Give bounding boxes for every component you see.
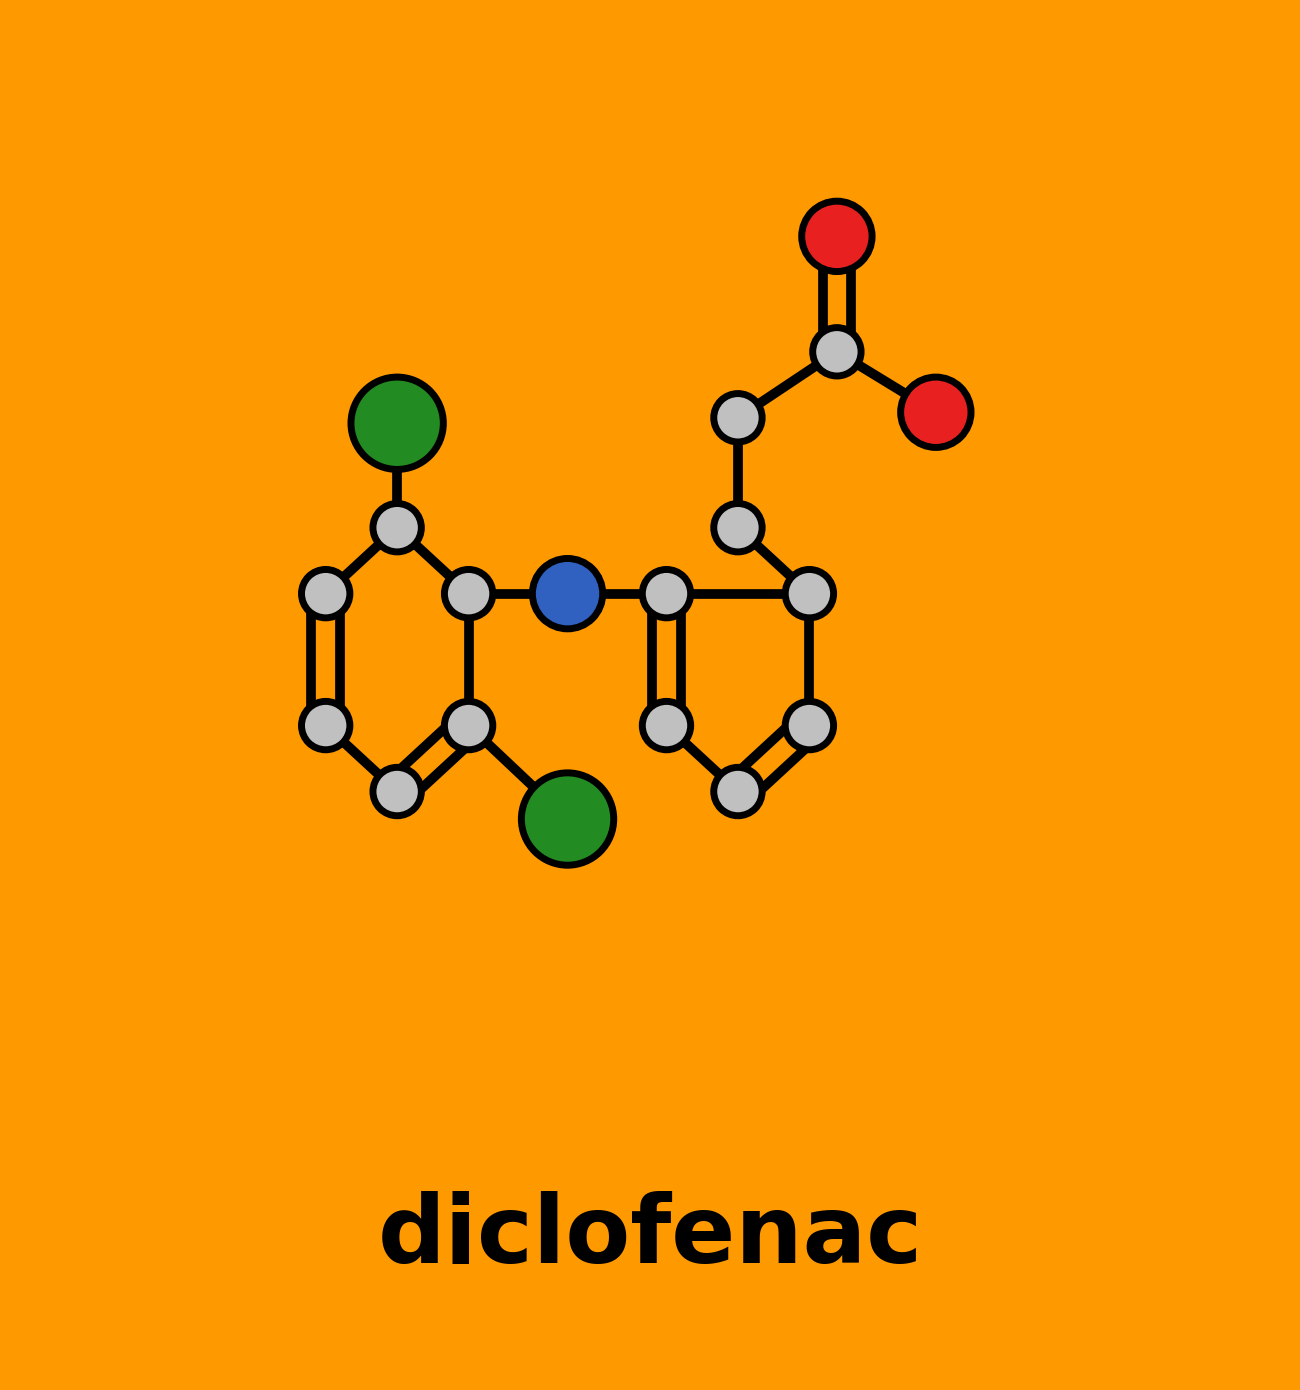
Circle shape bbox=[642, 570, 690, 617]
Circle shape bbox=[351, 377, 443, 470]
Circle shape bbox=[521, 773, 614, 865]
Circle shape bbox=[302, 702, 350, 749]
Circle shape bbox=[812, 328, 861, 375]
Circle shape bbox=[373, 767, 421, 816]
Circle shape bbox=[901, 377, 971, 448]
Circle shape bbox=[714, 767, 762, 816]
Circle shape bbox=[533, 559, 603, 628]
Text: diclofenac: diclofenac bbox=[377, 1191, 923, 1283]
Circle shape bbox=[445, 570, 493, 617]
Circle shape bbox=[445, 702, 493, 749]
Circle shape bbox=[642, 702, 690, 749]
Circle shape bbox=[785, 702, 833, 749]
Circle shape bbox=[373, 503, 421, 552]
Circle shape bbox=[714, 503, 762, 552]
Circle shape bbox=[714, 393, 762, 442]
Circle shape bbox=[802, 202, 872, 271]
Circle shape bbox=[785, 570, 833, 617]
Circle shape bbox=[302, 570, 350, 617]
